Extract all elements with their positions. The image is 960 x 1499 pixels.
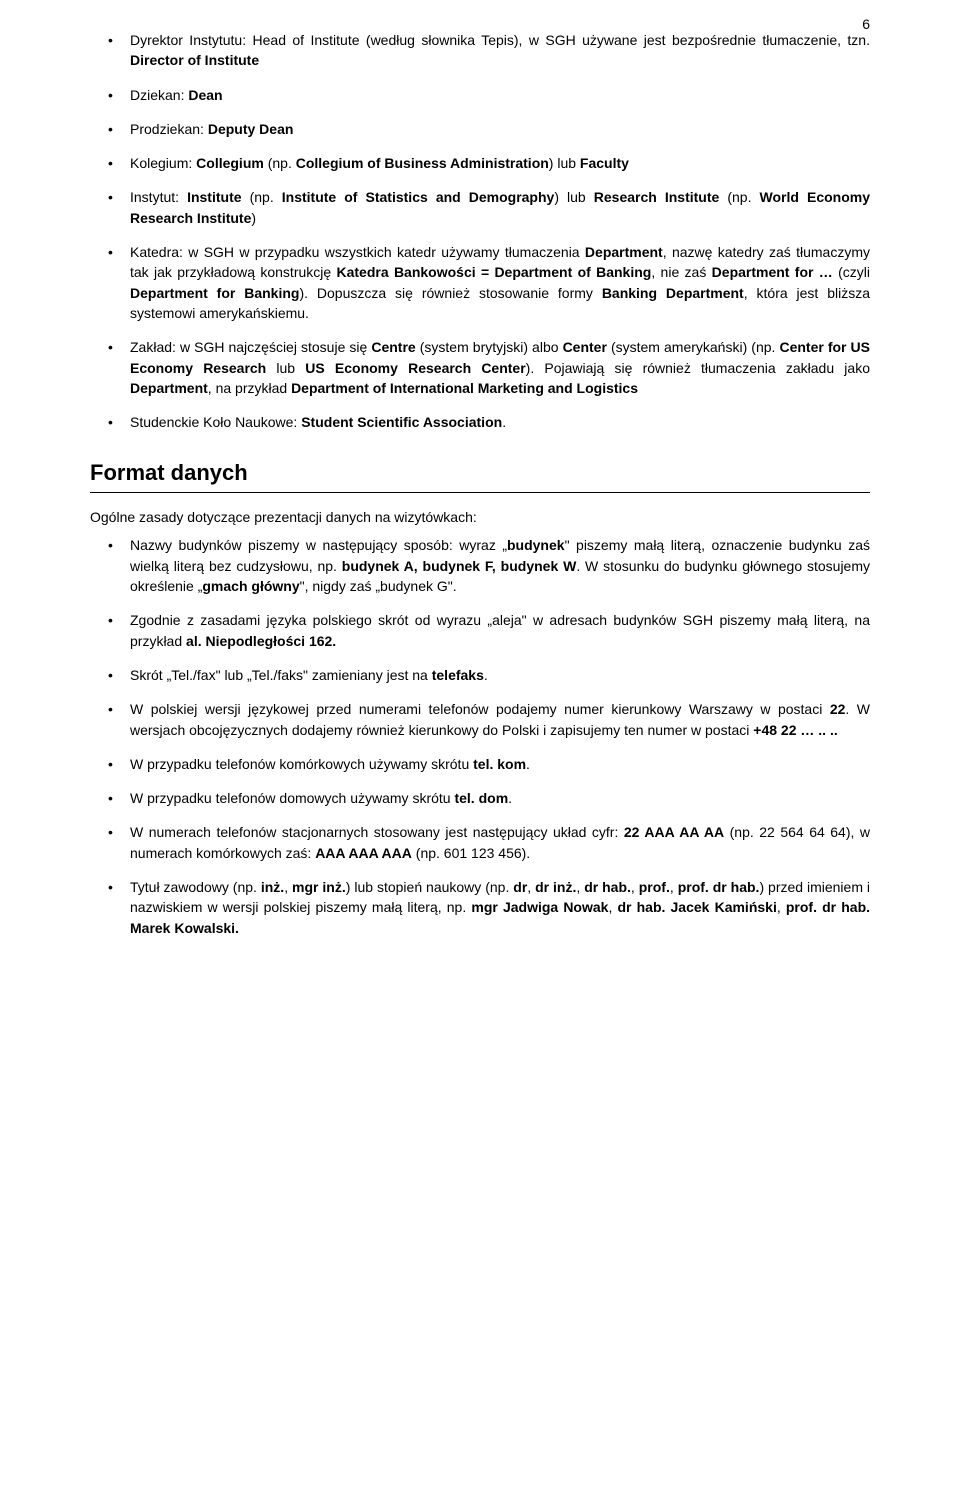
definition-item: Kolegium: Collegium (np. Collegium of Bu…	[90, 153, 870, 173]
definition-item: Katedra: w SGH w przypadku wszystkich ka…	[90, 242, 870, 323]
section-heading: Format danych	[90, 460, 870, 486]
format-rules-list: Nazwy budynków piszemy w następujący spo…	[90, 535, 870, 937]
format-rule-item: W przypadku telefonów komórkowych używam…	[90, 754, 870, 774]
document-page: 6 Dyrektor Instytutu: Head of Institute …	[0, 0, 960, 1499]
definition-item: Zakład: w SGH najczęściej stosuje się Ce…	[90, 337, 870, 398]
definition-item: Prodziekan: Deputy Dean	[90, 119, 870, 139]
definition-item: Dziekan: Dean	[90, 85, 870, 105]
definition-item: Instytut: Institute (np. Institute of St…	[90, 187, 870, 228]
definitions-list: Dyrektor Instytutu: Head of Institute (w…	[90, 30, 870, 432]
format-rule-item: Nazwy budynków piszemy w następujący spo…	[90, 535, 870, 596]
format-rule-item: Zgodnie z zasadami języka polskiego skró…	[90, 610, 870, 651]
format-rule-item: W numerach telefonów stacjonarnych stoso…	[90, 822, 870, 863]
definition-item: Dyrektor Instytutu: Head of Institute (w…	[90, 30, 870, 71]
format-rule-item: W przypadku telefonów domowych używamy s…	[90, 788, 870, 808]
section-intro: Ogólne zasady dotyczące prezentacji dany…	[90, 509, 870, 525]
format-rule-item: W polskiej wersji językowej przed numera…	[90, 699, 870, 740]
section-rule	[90, 492, 870, 493]
format-rule-item: Skrót „Tel./fax" lub „Tel./faks" zamieni…	[90, 665, 870, 685]
format-rule-item: Tytuł zawodowy (np. inż., mgr inż.) lub …	[90, 877, 870, 938]
definition-item: Studenckie Koło Naukowe: Student Scienti…	[90, 412, 870, 432]
